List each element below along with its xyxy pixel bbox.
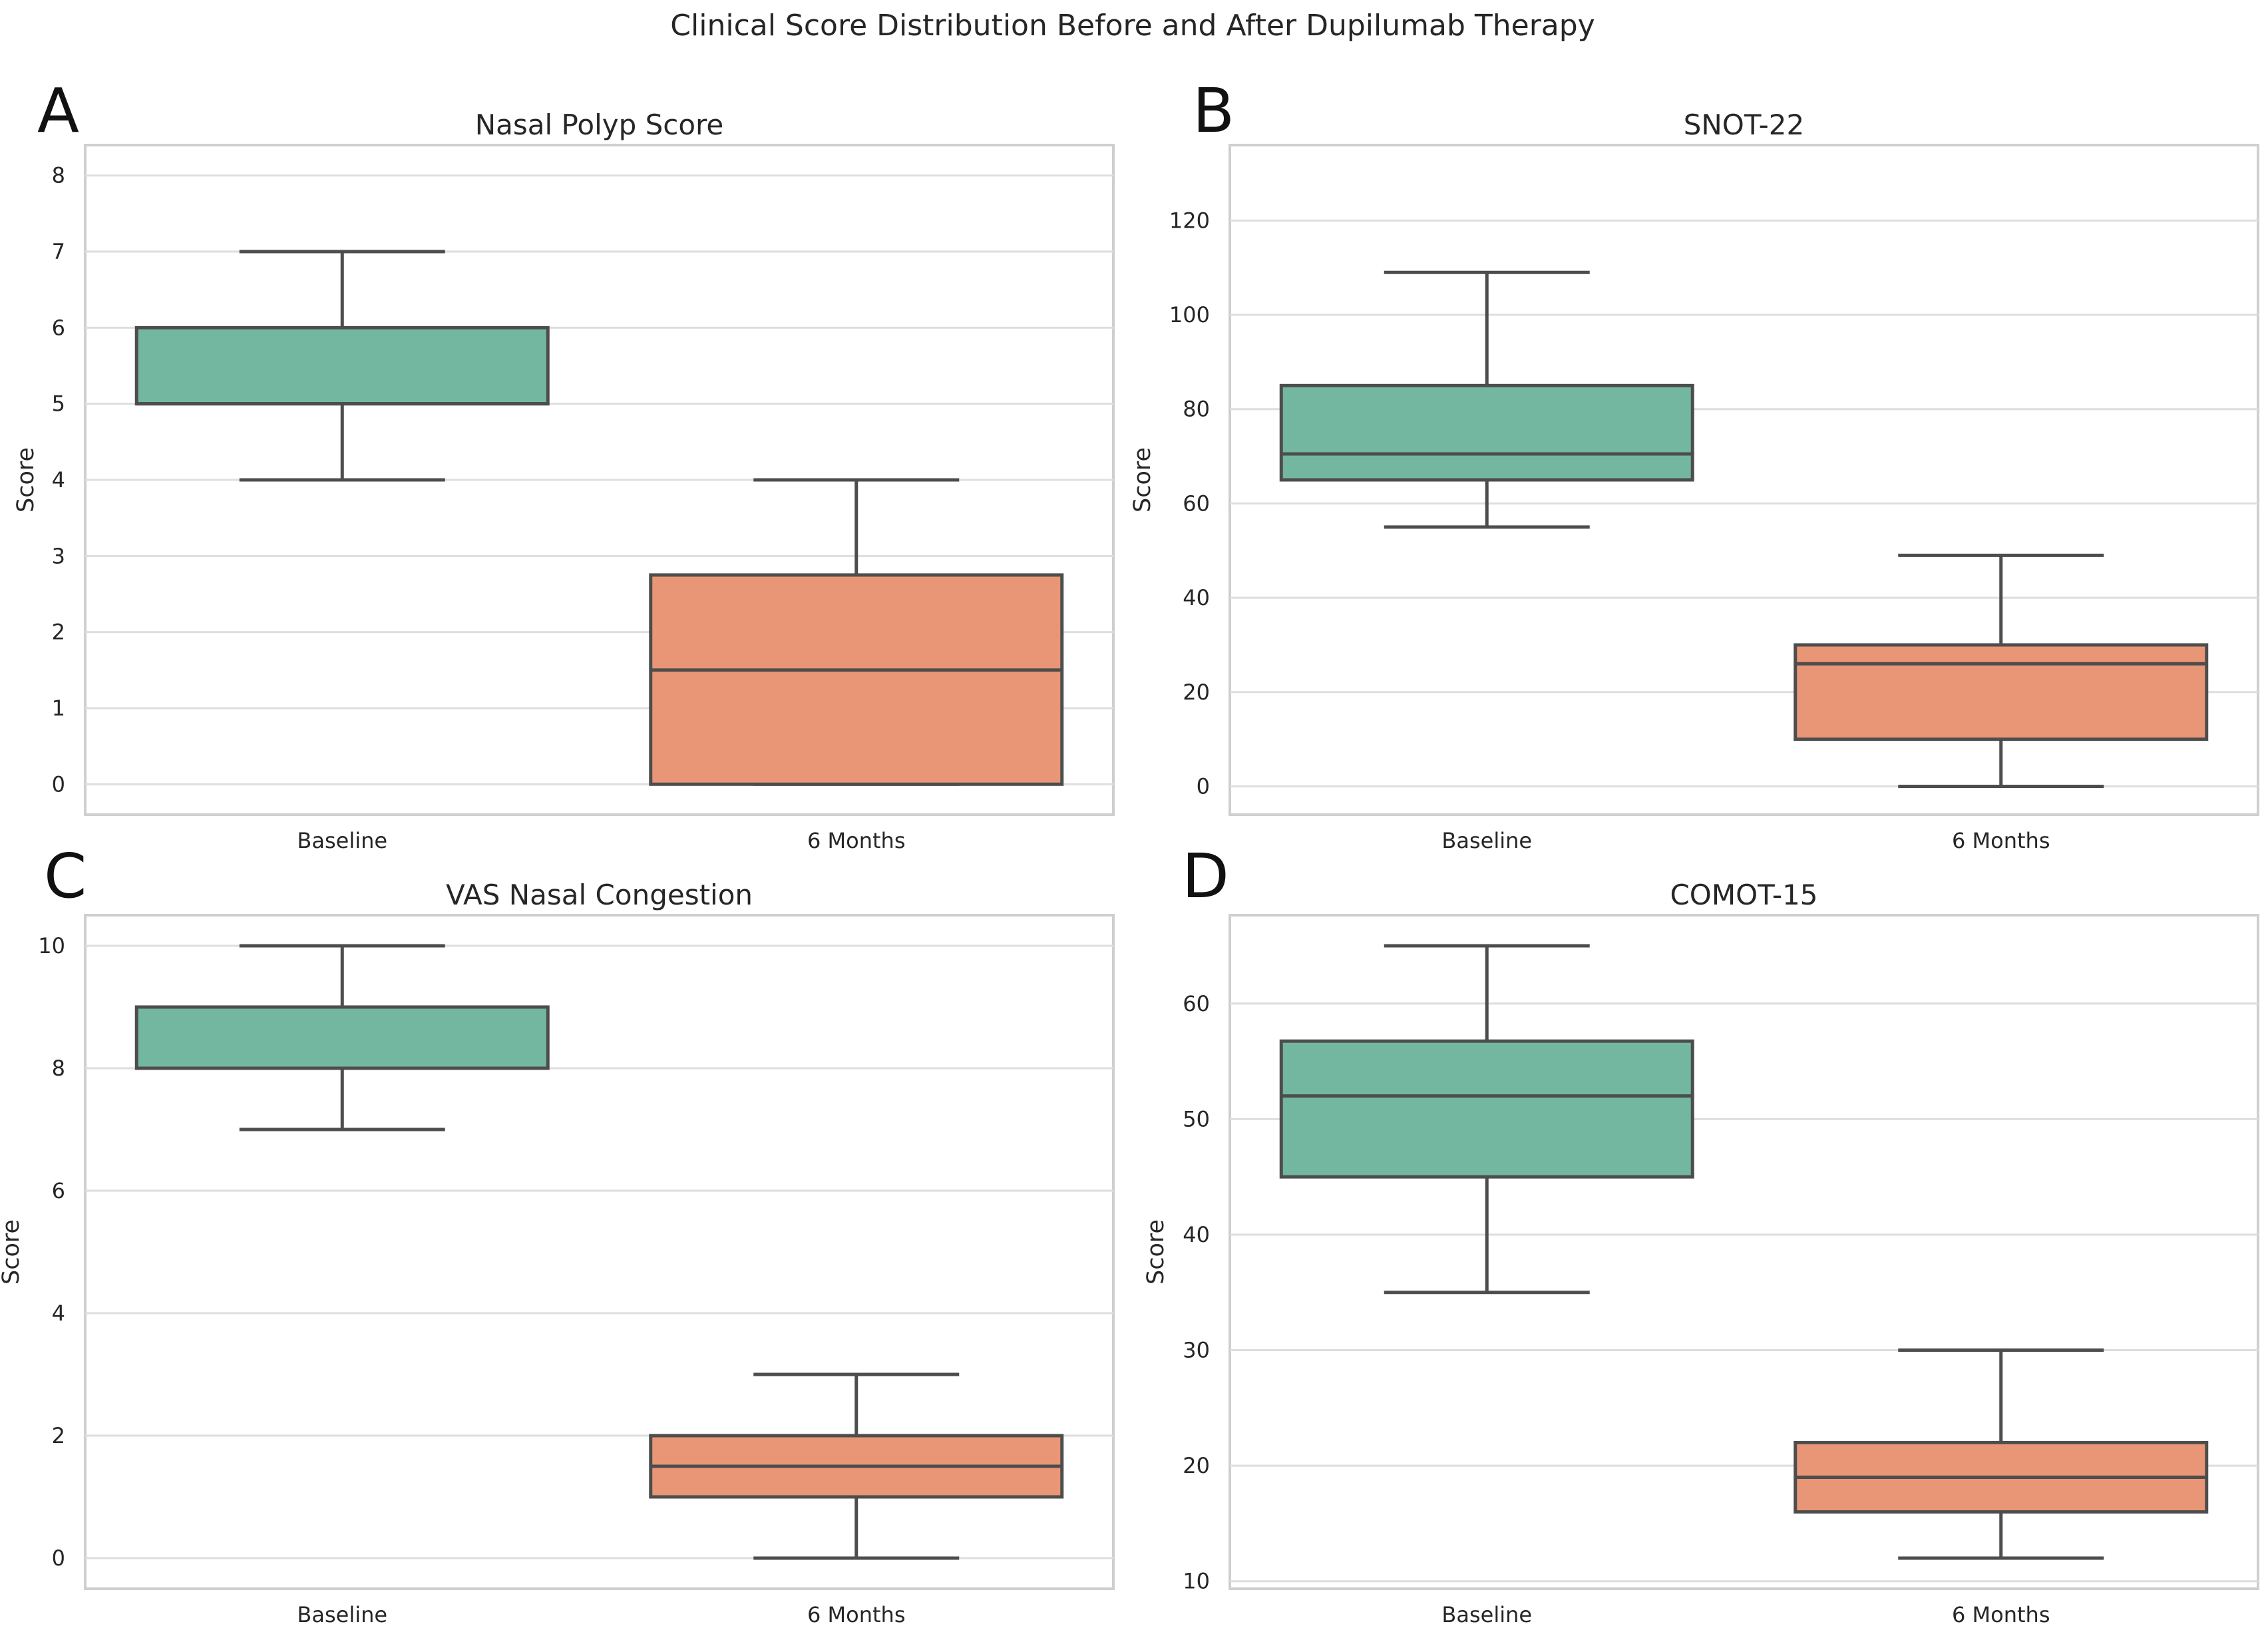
y-tick-label: 10 <box>38 933 65 958</box>
y-tick-label: 120 <box>1169 208 1210 233</box>
panel-title: Nasal Polyp Score <box>475 108 724 141</box>
y-tick-label: 0 <box>52 771 65 797</box>
x-tick-label: 6 Months <box>1952 828 2050 853</box>
box-baseline <box>134 944 550 1131</box>
iqr-box <box>1279 1039 1694 1179</box>
x-tick-label: 6 Months <box>807 828 906 853</box>
y-tick-label: 0 <box>1197 773 1210 799</box>
iqr-box <box>134 325 550 406</box>
figure-title: Clinical Score Distribution Before and A… <box>670 9 1595 43</box>
box-baseline <box>134 250 550 482</box>
x-tick-label: Baseline <box>1441 828 1532 853</box>
y-tick-label: 3 <box>52 543 65 568</box>
y-tick-label: 80 <box>1183 397 1210 422</box>
y-tick-label: 60 <box>1183 991 1210 1016</box>
y-tick-label: 10 <box>1183 1569 1210 1594</box>
y-tick-label: 100 <box>1169 302 1210 327</box>
chart-panel-c: 0 2 4 6 8 10 Baseline 6 Months VAS Nasal Congest… <box>0 841 1115 1627</box>
panel-letter: C <box>44 841 87 912</box>
y-tick-label: 40 <box>1183 585 1210 610</box>
y-tick-label: 2 <box>52 620 65 645</box>
y-tick-label: 40 <box>1183 1222 1210 1247</box>
chart-panel-a: 0 1 2 3 4 5 6 7 8 Baseline 6 Months Nasal Polyp Sco… <box>13 75 1115 853</box>
y-tick-label: 6 <box>52 1178 65 1203</box>
y-tick-label: 50 <box>1183 1106 1210 1131</box>
panel-letter: B <box>1193 75 1234 146</box>
y-tick-label: 6 <box>52 315 65 340</box>
panel-title: VAS Nasal Congestion <box>446 879 753 911</box>
y-tick-label: 8 <box>52 1056 65 1081</box>
iqr-box <box>134 1005 550 1070</box>
y-tick-label: 1 <box>52 696 65 721</box>
y-tick-label: 7 <box>52 239 65 264</box>
box-6-months <box>649 1372 1064 1560</box>
x-tick-label: 6 Months <box>1952 1602 2050 1627</box>
panel-title: SNOT-22 <box>1684 108 1805 141</box>
x-tick-label: 6 Months <box>807 1602 906 1627</box>
x-tick-label: Baseline <box>1441 1602 1532 1627</box>
y-tick-label: 2 <box>52 1423 65 1448</box>
box-6-months <box>1794 1348 2209 1560</box>
iqr-box <box>1279 383 1694 482</box>
y-axis-label: Score <box>13 447 39 512</box>
box-6-months <box>1794 553 2209 788</box>
y-axis-label: Score <box>0 1219 25 1285</box>
y-tick-label: 8 <box>52 163 65 188</box>
y-tick-label: 60 <box>1183 491 1210 516</box>
panel-title: COMOT-15 <box>1670 879 1817 911</box>
x-tick-label: Baseline <box>297 828 387 853</box>
x-tick-label: Baseline <box>297 1602 387 1627</box>
y-tick-label: 4 <box>52 1301 65 1326</box>
y-tick-label: 5 <box>52 391 65 417</box>
chart-panel-b: 0 20 40 60 80 100 120 Baseline 6 Months SNOT-22 B S… <box>1129 75 2259 853</box>
chart-panels: 0 1 2 3 4 5 6 7 8 Baseline 6 Months Nasal Polyp Sco… <box>0 75 2259 1627</box>
panel-letter: A <box>37 75 79 146</box>
y-tick-label: 0 <box>52 1545 65 1571</box>
box-baseline <box>1279 270 1694 529</box>
y-axis-label: Score <box>1143 1219 1169 1285</box>
box-baseline <box>1279 944 1694 1295</box>
chart-panel-d: 10 20 30 40 50 60 Baseline 6 Months COMOT-15 D Sco… <box>1143 841 2259 1627</box>
iqr-box <box>1794 643 2209 741</box>
y-axis-label: Score <box>1129 447 1156 512</box>
iqr-box <box>649 573 1064 786</box>
panel-letter: D <box>1182 841 1229 912</box>
box-6-months <box>649 478 1064 786</box>
y-tick-label: 30 <box>1183 1338 1210 1363</box>
y-tick-label: 4 <box>52 467 65 493</box>
y-tick-label: 20 <box>1183 1453 1210 1478</box>
y-tick-label: 20 <box>1183 680 1210 705</box>
